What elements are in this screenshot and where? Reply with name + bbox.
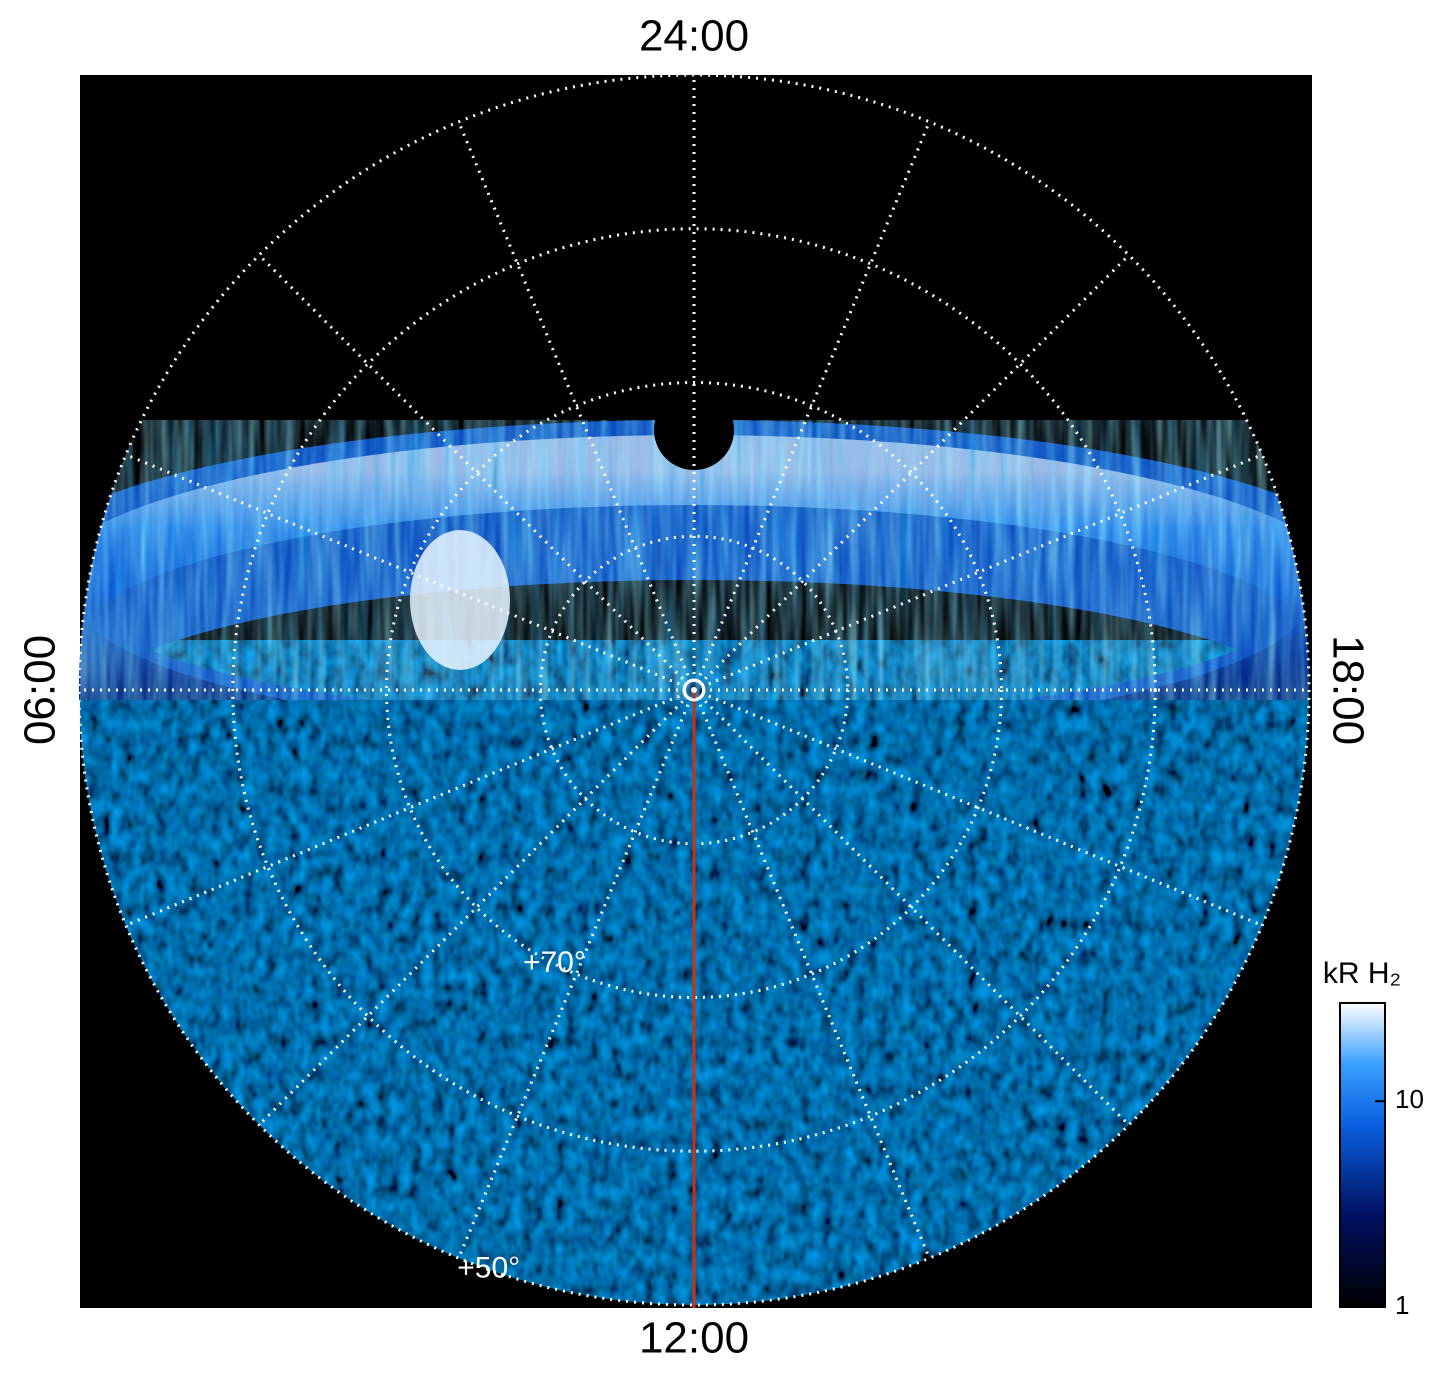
colorbar-tick-label: 1 bbox=[1395, 1290, 1409, 1320]
latitude-label: +70° bbox=[523, 946, 586, 979]
local-time-line bbox=[692, 254, 1130, 692]
colorbar-tick-label: 10 bbox=[1395, 1084, 1424, 1114]
local-time-line bbox=[457, 689, 696, 1259]
latitude-circle bbox=[77, 73, 1311, 1307]
local-time-line bbox=[457, 121, 696, 691]
local-time-line bbox=[125, 453, 695, 692]
local-time-label: 18:00 bbox=[1323, 635, 1372, 745]
local-time-line bbox=[693, 688, 1263, 927]
latitude-label: +50° bbox=[457, 1252, 520, 1285]
local-time-line bbox=[692, 689, 931, 1259]
pole-marker-dot bbox=[691, 687, 697, 693]
local-time-line bbox=[692, 688, 1130, 1126]
colorbar-label: kR H₂ bbox=[1323, 957, 1401, 990]
latitude-circle bbox=[385, 381, 1003, 999]
local-time-line bbox=[258, 688, 696, 1126]
latitude-circle bbox=[231, 227, 1157, 1153]
pole-marker bbox=[682, 678, 706, 702]
local-time-line bbox=[692, 121, 931, 691]
local-time-label: 24:00 bbox=[639, 12, 749, 61]
local-time-line bbox=[258, 254, 696, 692]
colorbar bbox=[1339, 1002, 1386, 1308]
local-time-line bbox=[693, 453, 1263, 692]
local-time-label: 06:00 bbox=[16, 635, 65, 745]
local-time-label: 12:00 bbox=[639, 1314, 749, 1363]
local-time-line bbox=[125, 688, 695, 927]
